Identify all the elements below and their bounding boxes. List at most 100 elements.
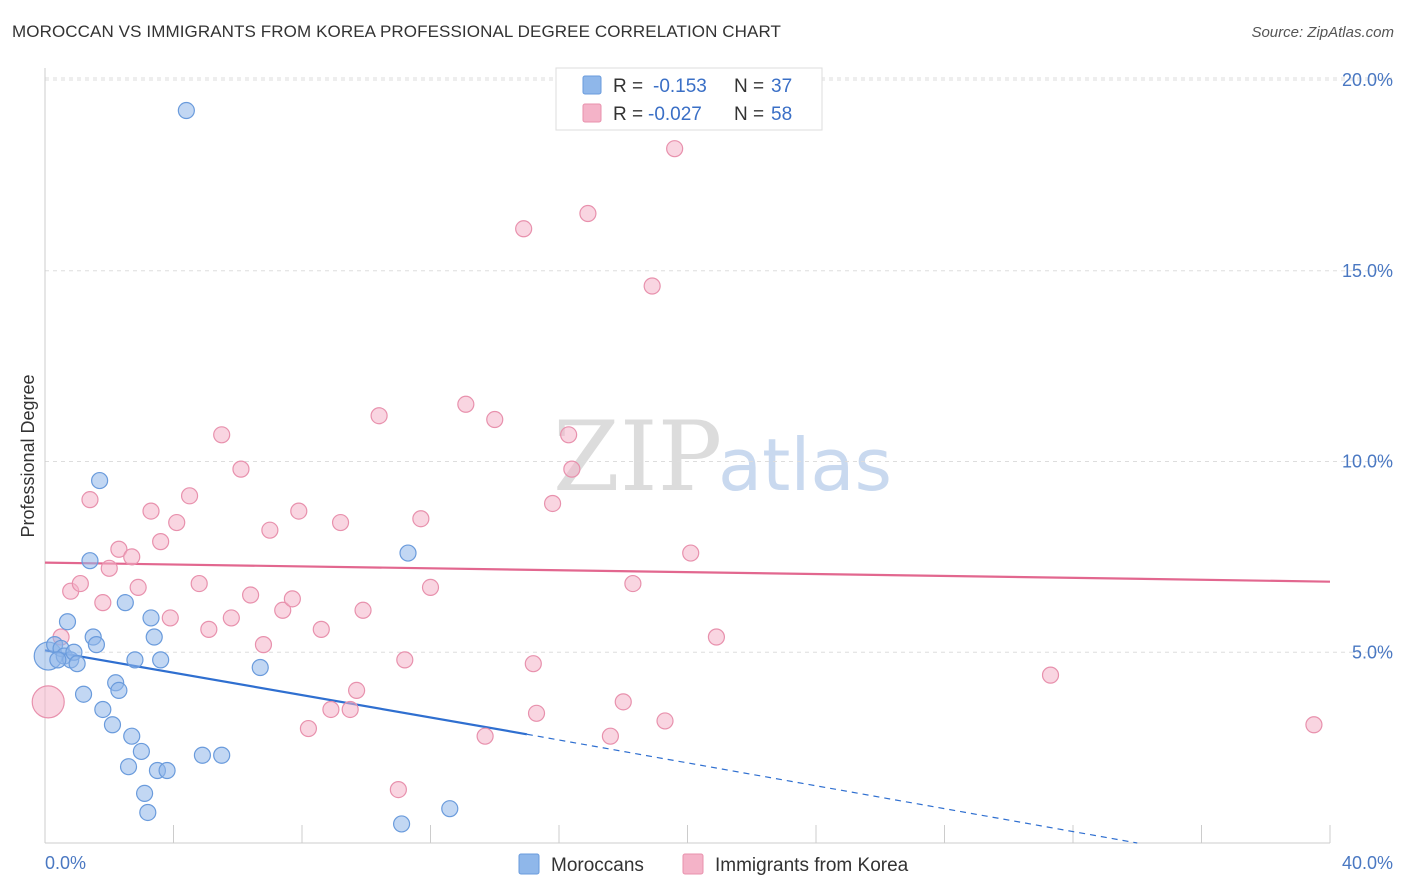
point-korea-19 [232,460,250,478]
point-moroccans-36 [49,651,67,669]
trend-line-moroccans [44,649,528,736]
stats-legend: R = -0.153 N = 37 R = -0.027 N = 58 [555,67,823,131]
point-korea-18 [222,609,240,627]
legend-n-label-1: N = [734,76,764,97]
point-moroccans-13 [94,700,112,719]
point-korea-46 [563,460,581,478]
point-korea-32 [354,601,372,619]
watermark-atlas: atlas [718,423,892,507]
point-korea-23 [274,601,292,619]
point-korea-21 [254,636,273,654]
point-korea-56 [1041,666,1060,684]
point-korea-16 [200,620,218,638]
legend-swatch-blue [582,75,602,95]
chart-title: MOROCCAN VS IMMIGRANTS FROM KOREA PROFES… [12,22,782,41]
legend-n-label-2: N = [734,104,764,125]
point-korea-11 [152,533,170,551]
point-moroccans-27 [152,651,170,669]
point-moroccans-20 [126,651,144,669]
y-tick-label-5: 5.0% [1352,642,1393,662]
y-tick-label-15: 15.0% [1342,261,1393,281]
watermark: ZIP atlas [553,401,892,513]
point-korea-43 [527,704,546,722]
point-moroccans-12 [91,471,109,490]
point-korea-26 [299,719,318,738]
watermark-zip: ZIP [553,401,722,513]
point-korea-53 [666,140,684,158]
legend-swatch-pink [582,103,602,123]
point-korea-38 [457,395,475,413]
point-korea-49 [614,693,632,711]
point-moroccans-25 [145,628,163,646]
series-legend-swatch-moroccans [518,853,540,875]
point-korea-54 [682,544,700,562]
point-korea-28 [322,700,340,719]
trend-line-korea [44,561,1331,583]
point-moroccans-29 [177,101,195,120]
point-korea-36 [412,510,430,528]
point-korea-52 [656,712,674,730]
point-korea-33 [370,407,388,425]
point-korea-17 [213,426,231,444]
point-korea-24 [283,590,301,608]
trend-line-moroccans-extension [526,733,1138,844]
legend-n-value-1: 37 [771,76,792,97]
point-moroccans-24 [142,609,160,627]
point-moroccans-19 [123,727,141,745]
legend-r-value-2: -0.027 [648,104,702,125]
point-korea-50 [624,574,642,593]
point-korea-57 [1305,716,1323,734]
point-korea-48 [601,727,620,745]
point-moroccans-17 [116,594,134,612]
point-korea-30 [341,700,359,719]
point-korea-25 [290,502,308,520]
point-moroccans-30 [193,746,212,764]
series-legend-label-korea: Immigrants from Korea [715,855,909,876]
point-korea-14 [180,487,199,505]
y-tick-label-20: 20.0% [1342,70,1393,90]
point-korea-0 [31,685,65,719]
point-korea-34 [389,780,407,799]
trend-lines [44,561,1331,844]
point-moroccans-21 [132,742,150,761]
series-legend-swatch-korea [682,853,704,875]
legend-r-label-1: R = [613,76,643,97]
point-moroccans-8 [74,685,93,703]
point-moroccans-18 [119,758,138,776]
point-korea-55 [707,628,726,646]
point-moroccans-23 [139,803,157,822]
point-korea-51 [643,277,661,295]
point-korea-44 [543,494,562,513]
point-korea-31 [348,681,366,700]
legend-n-value-2: 58 [771,104,792,125]
y-tick-label-10: 10.0% [1342,452,1393,472]
point-korea-15 [190,574,208,593]
point-korea-41 [515,220,533,238]
point-korea-39 [476,727,494,745]
point-korea-20 [242,586,260,604]
point-moroccans-33 [392,815,411,833]
legend-r-label-2: R = [613,104,643,125]
point-moroccans-22 [135,784,154,803]
point-korea-4 [81,491,99,509]
point-korea-29 [331,513,350,532]
point-moroccans-14 [103,716,122,734]
point-moroccans-9 [81,552,99,570]
point-korea-7 [110,540,128,558]
point-korea-13 [168,513,186,532]
point-moroccans-16 [110,681,128,700]
x-tick-label-min: 0.0% [45,853,86,873]
point-korea-5 [94,594,112,612]
data-points [31,101,1323,833]
point-korea-12 [161,609,179,627]
point-korea-22 [261,521,279,539]
point-korea-27 [312,620,330,638]
series-legend: Moroccans Immigrants from Korea [518,853,909,876]
point-moroccans-34 [399,544,417,562]
point-korea-3 [71,574,89,593]
source-label: Source: ZipAtlas.com [1251,24,1394,41]
point-korea-10 [142,502,160,520]
point-korea-47 [579,204,597,223]
point-moroccans-11 [87,636,106,654]
